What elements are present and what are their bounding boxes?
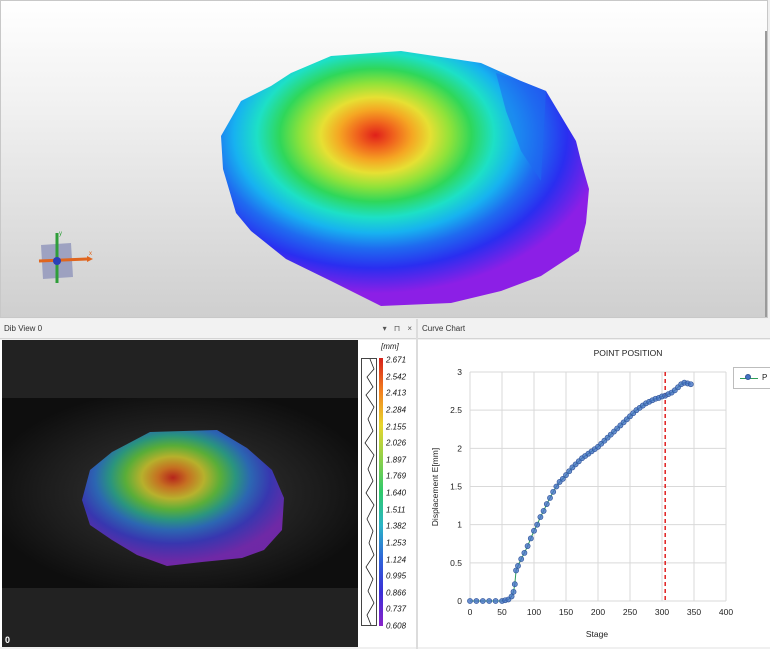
close-icon[interactable]: × bbox=[407, 324, 412, 333]
chart-legend: P bbox=[733, 367, 770, 389]
x-axis-label: Stage bbox=[586, 629, 608, 639]
colorbar-tick-label: 2.155 bbox=[386, 422, 407, 431]
data-point[interactable] bbox=[687, 381, 694, 388]
colorbar-tick-label: 1.382 bbox=[386, 521, 407, 531]
colorbar-tick-label: 1.124 bbox=[386, 555, 407, 564]
dib-view-header[interactable]: Dib View 0 ▾ ⊓ × bbox=[0, 319, 416, 339]
x-tick-label: 300 bbox=[655, 607, 669, 617]
data-point[interactable] bbox=[531, 527, 537, 534]
speckle-image[interactable]: 0 bbox=[2, 340, 358, 647]
y-tick-label: 1 bbox=[457, 520, 462, 530]
colorbar-tick-label: 0.737 bbox=[386, 604, 407, 614]
chevron-down-icon[interactable]: ▾ bbox=[382, 324, 387, 333]
data-point[interactable] bbox=[524, 543, 531, 549]
colorbar-tick-label: 1.640 bbox=[386, 488, 407, 498]
data-point[interactable] bbox=[537, 514, 544, 520]
data-point[interactable] bbox=[473, 598, 480, 604]
displacement-surface-3d bbox=[221, 51, 589, 306]
data-point[interactable] bbox=[511, 581, 518, 588]
data-point[interactable] bbox=[479, 598, 486, 604]
data-point[interactable] bbox=[559, 475, 566, 482]
surface-ridge bbox=[496, 73, 546, 181]
dib-view[interactable]: 0 [mm] 2.671 2.542 2.413 2.284 2.155 2.026 1.8… bbox=[0, 340, 416, 647]
x-tick-label: 0 bbox=[468, 607, 473, 617]
colorbar-gradient bbox=[379, 358, 383, 626]
data-point[interactable] bbox=[486, 598, 493, 604]
colorbar-unit: [mm] bbox=[381, 342, 399, 351]
dib-view-title: Dib View 0 bbox=[4, 324, 43, 333]
colorbar-tick-label: 2.284 bbox=[386, 405, 407, 415]
data-point[interactable] bbox=[547, 495, 553, 501]
histogram-strip bbox=[361, 358, 377, 626]
frame-index-label: 0 bbox=[5, 635, 11, 645]
colorbar-tick-label: 1.769 bbox=[386, 471, 407, 481]
colorbar-tick-label: 0.866 bbox=[386, 588, 407, 598]
axis-gizmo[interactable]: x y bbox=[31, 229, 101, 289]
gizmo-x-label: x bbox=[89, 251, 92, 257]
x-tick-label: 200 bbox=[591, 607, 605, 617]
data-point[interactable] bbox=[534, 521, 541, 528]
data-point[interactable] bbox=[527, 535, 534, 542]
colorbar-tick-label: 2.026 bbox=[386, 438, 407, 448]
chart-canvas[interactable]: POINT POSITION 0 50 100 150 200 250 300 350 400 0… bbox=[418, 340, 770, 647]
data-point[interactable] bbox=[550, 488, 557, 495]
colorbar-tick-label: 0.995 bbox=[386, 571, 407, 581]
legend-label: P bbox=[762, 373, 768, 382]
data-point[interactable] bbox=[518, 556, 525, 562]
data-point[interactable] bbox=[521, 550, 528, 556]
data-point[interactable] bbox=[553, 483, 560, 490]
curve-chart-header[interactable]: Curve Chart bbox=[418, 319, 770, 339]
data-point[interactable] bbox=[492, 598, 499, 604]
data-point[interactable] bbox=[543, 501, 550, 507]
panel-splitter[interactable] bbox=[416, 319, 418, 649]
y-tick-label: 0.5 bbox=[450, 558, 462, 568]
chart-title: POINT POSITION bbox=[594, 348, 663, 358]
colorbar-tick-label: 1.253 bbox=[386, 538, 407, 548]
pin-icon[interactable]: ⊓ bbox=[393, 324, 401, 333]
data-point[interactable] bbox=[510, 588, 517, 595]
data-point[interactable] bbox=[467, 598, 473, 604]
series-line bbox=[470, 382, 691, 602]
y-tick-label: 0 bbox=[457, 596, 462, 606]
colorbar-tick-label: 1.897 bbox=[386, 455, 407, 465]
dib-overlay bbox=[82, 430, 284, 566]
y-tick-label: 2.5 bbox=[450, 405, 462, 415]
color-legend: [mm] 2.671 2.542 2.413 2.284 2.155 2.026 1.897… bbox=[358, 340, 416, 647]
3d-viewport[interactable]: x y bbox=[0, 0, 768, 318]
data-point[interactable] bbox=[563, 472, 569, 478]
y-tick-label: 1.5 bbox=[450, 482, 462, 492]
colorbar-tick-label: 2.413 bbox=[386, 388, 407, 398]
data-point[interactable] bbox=[566, 468, 573, 475]
gizmo-y-label: y bbox=[59, 231, 62, 237]
x-tick-label: 150 bbox=[559, 607, 573, 617]
colorbar-tick-label: 1.511 bbox=[386, 505, 406, 515]
viewport-border bbox=[765, 31, 767, 317]
colorbar-tick-label: 2.671 bbox=[386, 355, 407, 365]
y-tick-label: 3 bbox=[457, 367, 462, 377]
x-tick-label: 50 bbox=[497, 607, 507, 617]
x-tick-label: 100 bbox=[527, 607, 541, 617]
data-point[interactable] bbox=[515, 562, 521, 569]
curve-chart[interactable]: POINT POSITION 0 50 100 150 200 250 300 350 400 0… bbox=[418, 340, 770, 647]
legend-marker-swatch bbox=[745, 374, 751, 380]
data-point[interactable] bbox=[540, 508, 547, 514]
surface-mesh bbox=[221, 51, 589, 306]
y-axis-label: Displacement E[mm] bbox=[430, 448, 440, 526]
y-tick-label: 2 bbox=[457, 443, 462, 453]
curve-chart-title: Curve Chart bbox=[422, 324, 466, 333]
x-tick-label: 400 bbox=[719, 607, 733, 617]
colorbar-tick-label: 2.542 bbox=[386, 372, 407, 382]
colorbar-tick-label: 0.608 bbox=[386, 621, 407, 631]
x-tick-label: 350 bbox=[687, 607, 701, 617]
x-tick-label: 250 bbox=[623, 607, 637, 617]
